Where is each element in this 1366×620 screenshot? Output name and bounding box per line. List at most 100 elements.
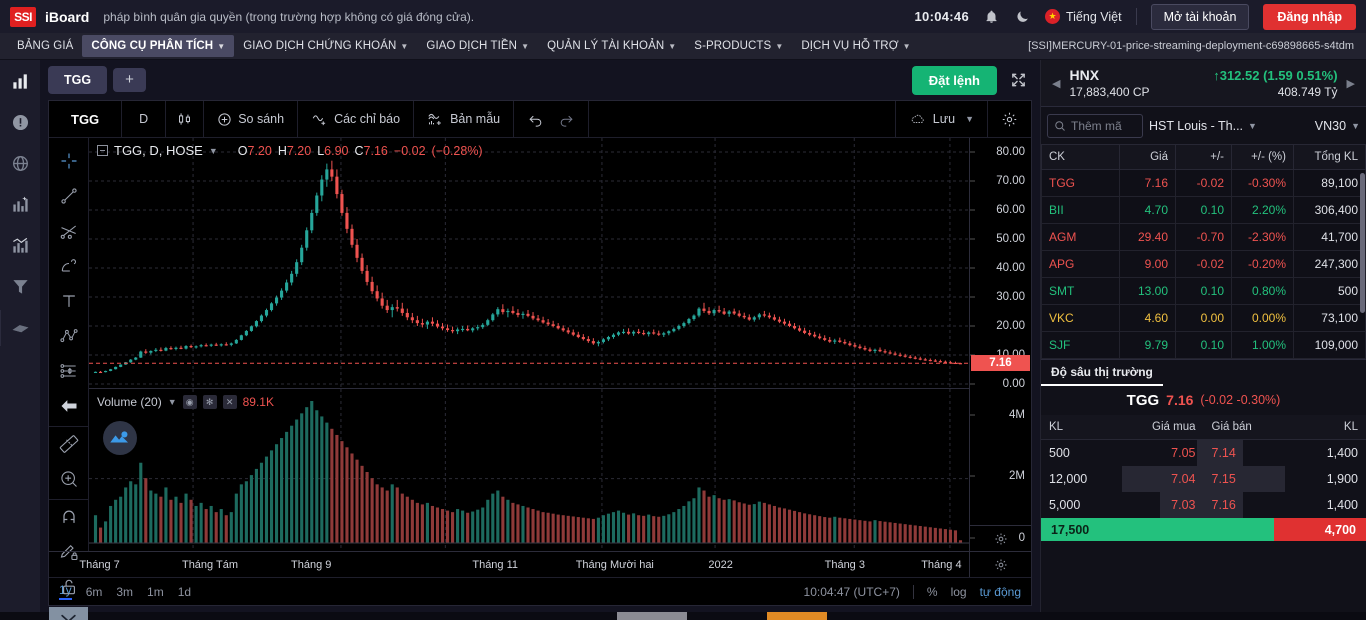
text-icon[interactable] bbox=[56, 288, 82, 314]
chart-settings-button[interactable] bbox=[987, 101, 1031, 137]
long-position-icon[interactable] bbox=[56, 358, 82, 384]
depth-row[interactable]: 12,000 7.04 7.15 1,900 bbox=[1041, 466, 1366, 492]
chevron-down-icon: ▼ bbox=[775, 41, 784, 51]
time-axis[interactable]: Tháng 7 Tháng Tám Tháng 9 Tháng 11 Tháng Mườ… bbox=[49, 551, 1031, 577]
trend-line-icon[interactable] bbox=[56, 183, 82, 209]
nav-item-s-products[interactable]: S-PRODUCTS ▼ bbox=[685, 35, 792, 57]
group-selector[interactable]: VN30 ▼ bbox=[1315, 119, 1360, 133]
undo-icon[interactable] bbox=[527, 112, 544, 127]
watchlist-name: HST Louis - Th... bbox=[1149, 118, 1244, 133]
fullscreen-icon[interactable] bbox=[1010, 72, 1027, 89]
table-row[interactable]: APG 9.00 -0.02 -0.20% 247,300 bbox=[1041, 250, 1366, 278]
save-button[interactable]: Lưu ▼ bbox=[894, 101, 987, 137]
range-3m[interactable]: 3m bbox=[116, 584, 134, 599]
open-account-button[interactable]: Mở tài khoản bbox=[1150, 3, 1250, 30]
volume-pane[interactable]: Volume (20) ▼ ◉ ✻ ✕ 89.1K bbox=[89, 388, 969, 551]
th-gia[interactable]: Giá bbox=[1119, 144, 1176, 170]
compare-button[interactable]: So sánh bbox=[204, 101, 299, 137]
cell-ck[interactable]: VKC bbox=[1041, 304, 1120, 332]
indicators-button[interactable]: Các chỉ báo bbox=[298, 101, 415, 137]
table-row[interactable]: SJF 9.79 0.10 1.00% 109,000 bbox=[1041, 331, 1366, 359]
table-row[interactable]: AGM 29.40 -0.70 -2.30% 41,700 bbox=[1041, 223, 1366, 251]
log-scale-button[interactable]: log bbox=[950, 584, 967, 599]
visibility-icon[interactable]: ◉ bbox=[182, 395, 197, 409]
globe-icon[interactable] bbox=[9, 152, 31, 174]
cell-ck[interactable]: BII bbox=[1041, 196, 1120, 224]
zoom-in-icon[interactable] bbox=[56, 466, 82, 492]
pitchfork-icon[interactable] bbox=[56, 253, 82, 279]
auto-scale-button[interactable]: tự động bbox=[979, 584, 1021, 599]
redo-icon[interactable] bbox=[558, 112, 575, 127]
table-row[interactable]: SMT 13.00 0.10 0.80% 500 bbox=[1041, 277, 1366, 305]
templates-button[interactable]: Bản mẫu bbox=[414, 101, 515, 137]
cell-ck[interactable]: SJF bbox=[1041, 331, 1120, 359]
lock-icon[interactable] bbox=[56, 574, 82, 600]
book-icon[interactable] bbox=[9, 316, 31, 338]
index-info[interactable]: HNX ↑312.52 (1.59 0.51%) 17,883,400 CP 4… bbox=[1065, 67, 1341, 99]
nav-item-giao-dich-chung-khoan[interactable]: GIAO DỊCH CHỨNG KHOÁN ▼ bbox=[234, 35, 417, 57]
close-icon[interactable]: ✕ bbox=[222, 395, 237, 409]
percent-scale-button[interactable]: % bbox=[926, 584, 938, 599]
add-tab-button[interactable]: + bbox=[113, 67, 146, 93]
nav-item-giao-dich-tien[interactable]: GIAO DỊCH TIỀN ▼ bbox=[417, 35, 538, 57]
depth-row[interactable]: 5,000 7.03 7.16 1,400 bbox=[1041, 492, 1366, 518]
nav-item-quan-ly-tai-khoan[interactable]: QUẢN LÝ TÀI KHOẢN ▼ bbox=[538, 35, 685, 57]
fib-fork-icon[interactable] bbox=[56, 218, 82, 244]
cell-ck[interactable]: APG bbox=[1041, 250, 1120, 278]
tab-market-depth[interactable]: Độ sâu thị trường bbox=[1041, 360, 1163, 386]
filter-icon[interactable] bbox=[9, 275, 31, 297]
gear-icon[interactable]: ✻ bbox=[202, 395, 217, 409]
nav-label: GIAO DỊCH TIỀN bbox=[426, 40, 518, 52]
time-axis-settings-icon[interactable] bbox=[969, 552, 1031, 577]
watchlist-scrollbar[interactable] bbox=[1360, 173, 1365, 313]
language-selector[interactable]: ★ Tiếng Việt bbox=[1044, 9, 1122, 24]
pattern-icon[interactable] bbox=[56, 323, 82, 349]
prev-index-arrow-icon[interactable]: ◀ bbox=[1052, 77, 1061, 90]
depth-row[interactable]: 500 7.05 7.14 1,400 bbox=[1041, 440, 1366, 466]
watchlist-selector[interactable]: HST Louis - Th... ▼ bbox=[1149, 119, 1309, 133]
collapse-icon[interactable] bbox=[97, 145, 108, 156]
cell-ck[interactable]: TGG bbox=[1041, 169, 1120, 197]
bell-icon[interactable] bbox=[983, 8, 1000, 25]
axis-settings-icon[interactable] bbox=[970, 525, 1031, 551]
magnet-icon[interactable] bbox=[56, 504, 82, 530]
search-input[interactable]: Thêm mã bbox=[1047, 113, 1143, 138]
login-button[interactable]: Đăng nhập bbox=[1263, 3, 1356, 30]
th-total-vol[interactable]: Tổng KL bbox=[1293, 144, 1366, 170]
range-6m[interactable]: 6m bbox=[85, 584, 103, 599]
th-ck[interactable]: CK bbox=[1041, 144, 1120, 170]
chevron-down-icon[interactable] bbox=[49, 607, 88, 620]
crosshair-icon[interactable] bbox=[56, 148, 82, 174]
price-pane[interactable]: TGG, D, HOSE ▼ O7.20 H7.20 L6.90 C7.16 −… bbox=[89, 138, 969, 388]
chart-interval-button[interactable]: D bbox=[122, 101, 167, 137]
nav-item-cong-cu-phan-tich[interactable]: CÔNG CỤ PHÂN TÍCH ▼ bbox=[82, 35, 235, 57]
alert-icon[interactable] bbox=[9, 111, 31, 133]
candlestick-icon[interactable] bbox=[166, 101, 205, 137]
th-change[interactable]: +/- bbox=[1175, 144, 1232, 170]
table-row[interactable]: BII 4.70 0.10 2.20% 306,400 bbox=[1041, 196, 1366, 224]
ruler-icon[interactable] bbox=[56, 431, 82, 457]
arrow-left-icon[interactable] bbox=[56, 393, 82, 419]
price-axis[interactable]: 80.0070.0060.0050.0040.0030.0020.0010.00… bbox=[969, 138, 1031, 551]
th-change-pct[interactable]: +/- (%) bbox=[1231, 144, 1294, 170]
chart-bars-icon[interactable] bbox=[9, 234, 31, 256]
pencil-lock-icon[interactable] bbox=[56, 539, 82, 565]
chart-up-icon[interactable] bbox=[9, 193, 31, 215]
collapse-panel-handle[interactable]: ❮ bbox=[0, 310, 1, 346]
cell-ck[interactable]: AGM bbox=[1041, 223, 1120, 251]
cell-ck[interactable]: SMT bbox=[1041, 277, 1120, 305]
place-order-button[interactable]: Đặt lệnh bbox=[911, 65, 997, 95]
volume-label[interactable]: Volume (20) bbox=[97, 395, 162, 409]
table-row[interactable]: VKC 4.60 0.00 0.00% 73,100 bbox=[1041, 304, 1366, 332]
range-1m[interactable]: 1m bbox=[147, 584, 164, 599]
next-index-arrow-icon[interactable]: ▶ bbox=[1346, 77, 1355, 90]
table-row[interactable]: TGG 7.16 -0.02 -0.30% 89,100 bbox=[1041, 169, 1366, 197]
tab-tgg[interactable]: TGG bbox=[48, 66, 108, 94]
nav-item-bang-gia[interactable]: BẢNG GIÁ bbox=[8, 35, 82, 57]
bar-chart-icon[interactable] bbox=[9, 70, 31, 92]
moon-icon[interactable] bbox=[1014, 8, 1031, 25]
chart-symbol-button[interactable]: TGG bbox=[49, 101, 123, 137]
range-1d[interactable]: 1d bbox=[177, 584, 192, 599]
chart-title[interactable]: TGG, D, HOSE bbox=[114, 143, 203, 158]
nav-item-dich-vu-ho-tro[interactable]: DỊCH VỤ HỖ TRỢ ▼ bbox=[792, 35, 919, 57]
